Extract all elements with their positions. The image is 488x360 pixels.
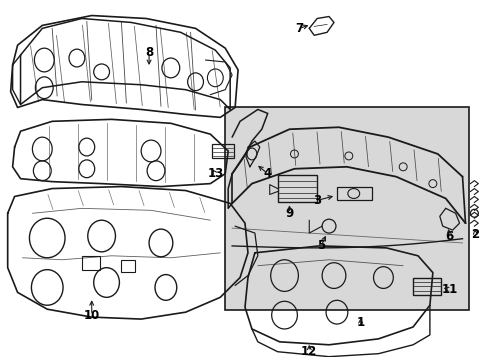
Text: 4: 4 — [263, 167, 271, 180]
Text: 3: 3 — [312, 194, 321, 207]
Bar — [224, 108, 468, 310]
Bar — [277, 175, 317, 202]
Text: 10: 10 — [83, 309, 100, 321]
Bar — [212, 144, 234, 158]
Text: 12: 12 — [301, 345, 317, 358]
Text: 11: 11 — [441, 283, 457, 296]
Bar — [412, 278, 440, 295]
Text: 5: 5 — [316, 239, 325, 252]
Text: 9: 9 — [285, 207, 293, 220]
Text: 1: 1 — [356, 316, 364, 329]
Text: 13: 13 — [207, 167, 223, 180]
Bar — [336, 186, 371, 201]
Bar — [121, 260, 135, 272]
Bar — [81, 256, 100, 270]
Text: 6: 6 — [445, 230, 453, 243]
Text: 8: 8 — [144, 46, 153, 59]
Text: 7: 7 — [295, 22, 303, 35]
Text: 2: 2 — [470, 228, 478, 240]
